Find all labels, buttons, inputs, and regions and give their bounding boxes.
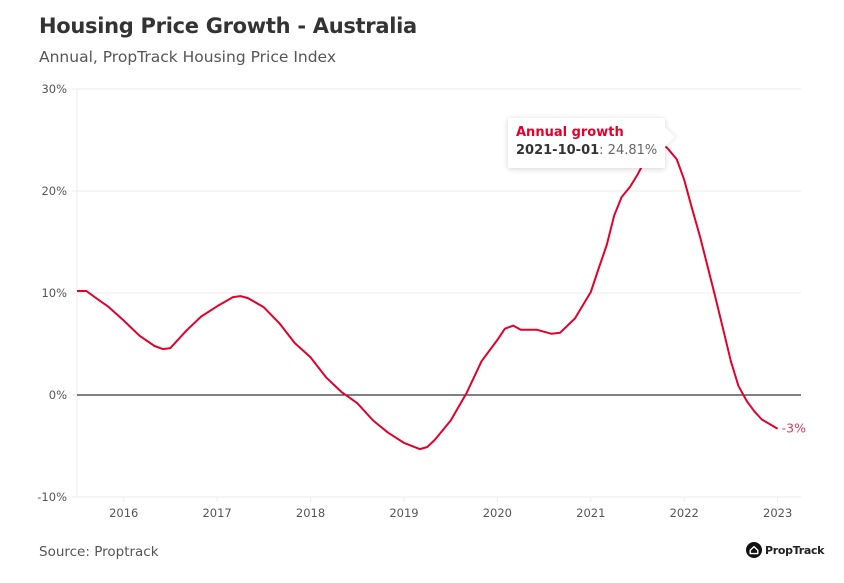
chart-subtitle: Annual, PropTrack Housing Price Index: [39, 48, 336, 66]
x-tick-label: 2019: [389, 506, 418, 520]
x-tick-label: 2023: [763, 506, 792, 520]
series-line-annual-growth[interactable]: [77, 140, 779, 451]
y-tick-label: -10%: [37, 490, 67, 504]
house-logo-icon: [746, 542, 762, 558]
x-tick-label: 2017: [202, 506, 231, 520]
x-tick-label: 2021: [576, 506, 605, 520]
source-note: Source: Proptrack: [39, 544, 159, 560]
x-tick-label: 2016: [109, 506, 138, 520]
x-tick-label: 2022: [670, 506, 699, 520]
y-tick-label: 30%: [41, 82, 67, 96]
x-axis-ticks: 2016 2017 2018 2019 2020 2021 2022 2023: [109, 497, 792, 520]
y-tick-label: 0%: [49, 388, 67, 402]
tooltip: Annual growth 2021-10-01: 24.81%: [508, 118, 666, 168]
tooltip-date: 2021-10-01: [516, 143, 600, 158]
end-value-label: -3%: [782, 421, 806, 436]
brand-name: PropTrack: [765, 543, 825, 557]
y-tick-label: 10%: [41, 286, 67, 300]
chart-title: Housing Price Growth - Australia: [39, 14, 417, 38]
y-axis-ticks: -10% 0% 10% 20% 30%: [37, 82, 77, 504]
tooltip-separator: :: [599, 143, 608, 158]
brand-logo[interactable]: PropTrack: [746, 542, 825, 558]
y-tick-label: 20%: [41, 184, 67, 198]
tooltip-row: 2021-10-01: 24.81%: [516, 142, 657, 160]
x-tick-label: 2018: [296, 506, 325, 520]
x-tick-label: 2020: [483, 506, 512, 520]
tooltip-value: 24.81%: [607, 143, 658, 158]
tooltip-series-name: Annual growth: [516, 125, 624, 140]
